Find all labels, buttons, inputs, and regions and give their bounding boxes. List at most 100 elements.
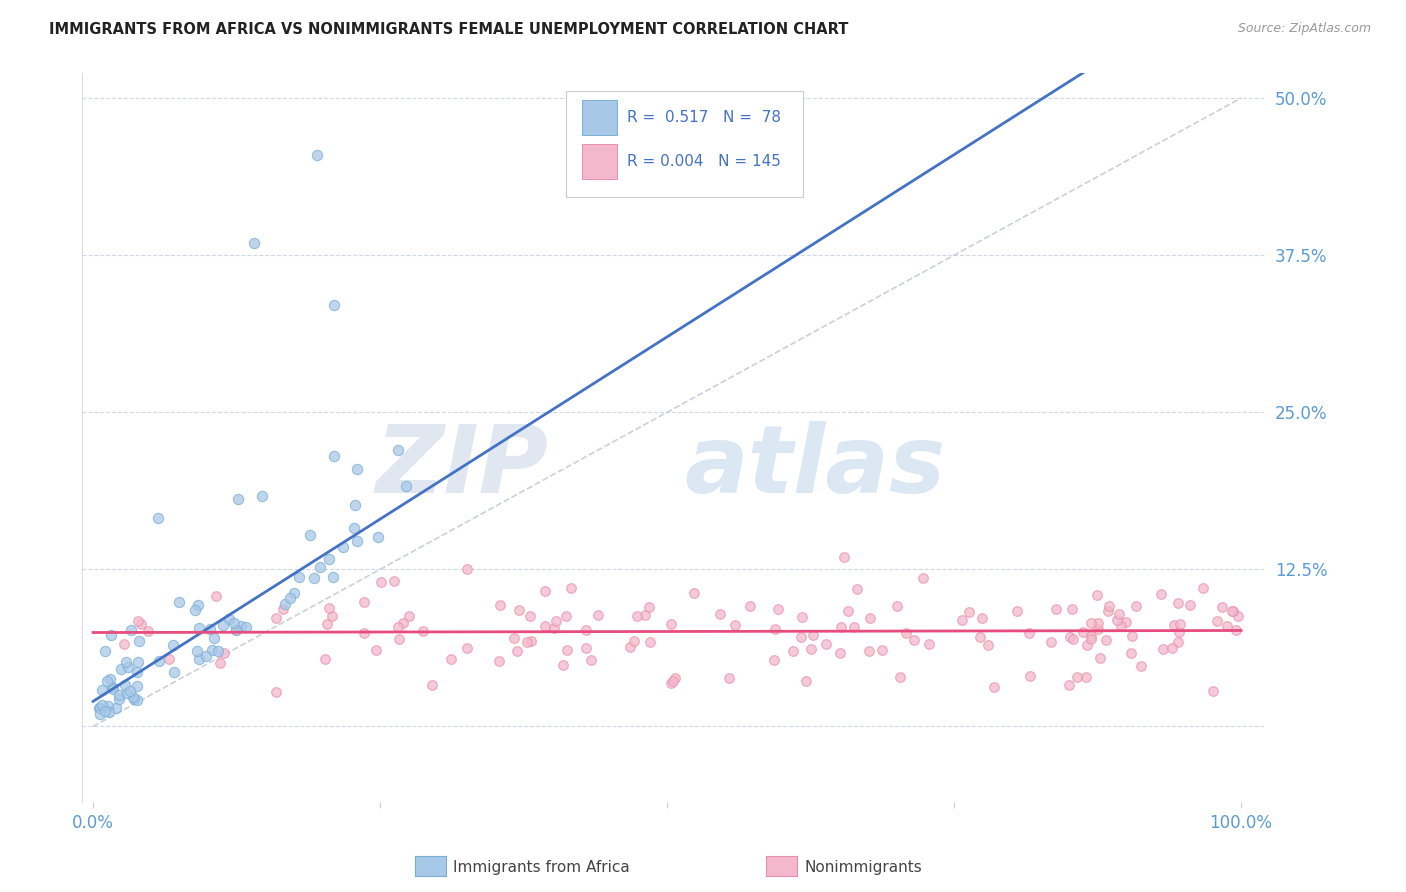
Point [205,589,228,603]
Point [318,552,340,566]
Point [1090,651,1112,665]
Point [1059,631,1081,645]
Point [127,679,149,693]
Point [1019,669,1042,683]
Point [186,644,208,658]
Point [187,598,209,612]
Point [388,632,411,647]
Text: R = 0.004   N = 145: R = 0.004 N = 145 [627,153,780,169]
Point [502,631,524,645]
Point [800,642,823,657]
Point [520,633,543,648]
Point [1074,670,1097,684]
Point [1121,629,1143,643]
Point [96,674,118,689]
Point [93,644,115,658]
Point [97,705,120,719]
Point [586,608,609,623]
Point [782,644,804,658]
Point [858,644,880,658]
Text: atlas: atlas [685,421,945,513]
Point [271,602,294,616]
Point [1039,635,1062,649]
Point [972,611,994,625]
Point [903,632,925,647]
Point [129,617,152,632]
Point [533,583,555,598]
Point [114,655,136,669]
Point [896,625,918,640]
Point [163,665,186,679]
Point [188,621,211,635]
Point [148,655,170,669]
Point [456,641,478,656]
Point [709,607,731,621]
Point [100,627,122,641]
Point [305,147,328,161]
Point [1202,684,1225,698]
Point [1222,604,1244,618]
Point [1115,615,1137,629]
Point [1163,618,1185,632]
Point [488,654,510,668]
Point [1108,607,1130,621]
Point [184,602,207,616]
Point [283,586,305,600]
Point [579,653,602,667]
Point [1168,616,1191,631]
Point [225,624,247,638]
Point [346,462,368,476]
Bar [582,144,617,178]
Point [508,603,530,617]
Point [575,623,598,637]
Point [322,569,344,583]
Point [412,624,434,639]
Point [332,541,354,555]
Point [1180,598,1202,612]
Point [194,648,217,663]
Point [1211,600,1233,615]
Point [323,298,346,312]
Point [127,656,149,670]
Point [957,605,980,619]
Point [638,635,661,649]
Point [127,665,149,679]
Point [1225,624,1247,638]
Point [344,499,367,513]
Point [950,613,973,627]
Point [1062,632,1084,646]
Point [202,632,225,646]
Point [318,601,340,615]
Point [321,609,343,624]
Point [1121,646,1143,660]
Point [353,595,375,609]
Point [1107,613,1129,627]
Point [148,511,170,525]
Point [1094,633,1116,648]
Point [229,618,252,632]
Point [299,528,322,542]
Text: R =  0.517   N =  78: R = 0.517 N = 78 [627,110,780,125]
Point [738,599,761,613]
Point [96,698,118,713]
Point [870,643,893,657]
Point [1191,581,1213,595]
Point [634,608,657,623]
Point [623,633,645,648]
Point [108,692,131,706]
Point [209,657,232,671]
Point [918,636,941,650]
Point [983,680,1005,694]
Point [1215,619,1237,633]
Point [98,672,121,686]
Point [1168,624,1191,639]
Point [828,646,851,660]
Point [308,560,330,574]
Point [122,691,145,706]
Point [207,644,229,658]
Point [343,521,366,535]
Point [837,604,859,618]
Point [832,549,855,564]
Point [664,671,686,685]
Point [288,570,311,584]
